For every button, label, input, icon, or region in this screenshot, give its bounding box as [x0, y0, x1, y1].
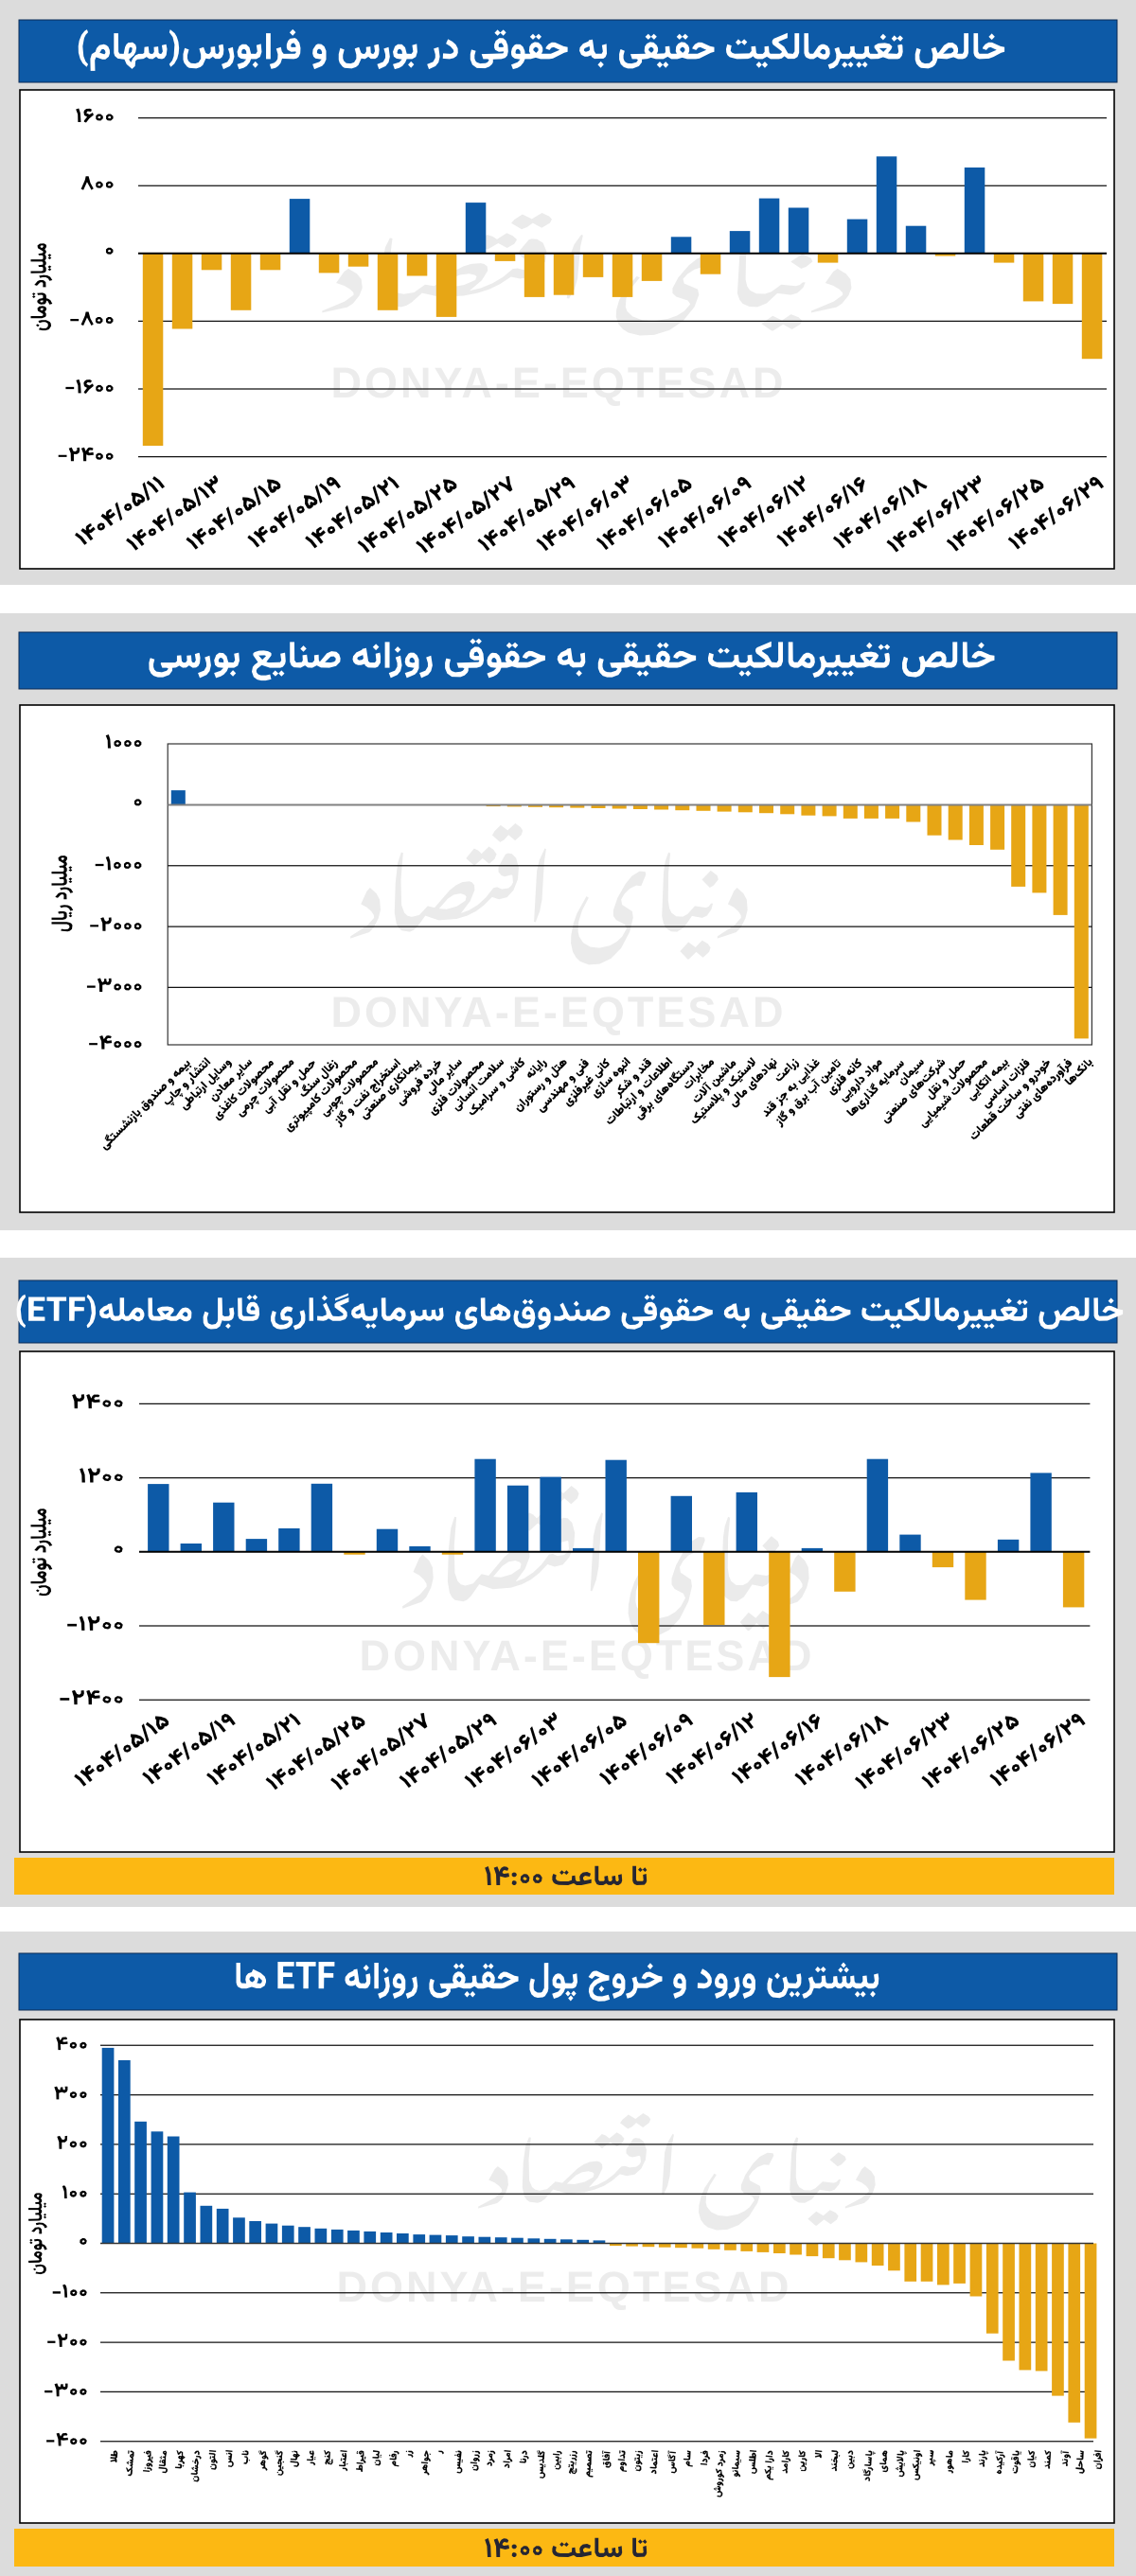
svg-text:DONYA-E-EQTESAD: DONYA-E-EQTESAD	[331, 988, 787, 1036]
svg-text:DONYA-E-EQTESAD: DONYA-E-EQTESAD	[337, 2263, 792, 2311]
svg-text:DONYA-E-EQTESAD: DONYA-E-EQTESAD	[360, 1632, 815, 1680]
svg-text:DONYA-E-EQTESAD: DONYA-E-EQTESAD	[331, 359, 787, 407]
